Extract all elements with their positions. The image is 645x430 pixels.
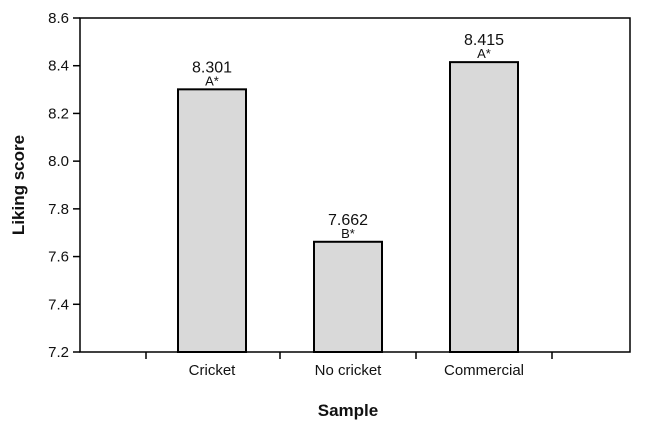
- x-category-label: Cricket: [189, 362, 237, 379]
- significance-group-label: A*: [477, 46, 491, 61]
- y-axis-title: Liking score: [9, 135, 28, 235]
- bar: [313, 240, 383, 353]
- x-axis: Cricket No cricket Commercial: [145, 352, 553, 379]
- bar: [177, 88, 247, 353]
- x-category-label: No cricket: [315, 362, 383, 379]
- y-tick-label: 7.2: [48, 344, 69, 361]
- y-axis: 7.2 7.4 7.6 7.8 8.0 8.2 8.4 8.6: [48, 10, 80, 361]
- y-tick-label: 8.2: [48, 105, 69, 122]
- bar-value-label: 8.415: [464, 32, 504, 49]
- y-tick-label: 8.0: [48, 153, 69, 170]
- y-tick-label: 7.6: [48, 249, 69, 266]
- y-tick-label: 8.6: [48, 10, 69, 27]
- x-category-label: Commercial: [444, 362, 524, 379]
- y-tick-label: 8.4: [48, 58, 69, 75]
- bar-value-label: 7.662: [328, 212, 368, 229]
- significance-group-label: B*: [341, 226, 355, 241]
- y-tick-label: 7.8: [48, 201, 69, 218]
- x-axis-title: Sample: [318, 401, 378, 420]
- bar: [449, 61, 519, 354]
- y-tick-label: 7.4: [48, 296, 69, 313]
- bar-value-label: 8.301: [192, 59, 232, 76]
- significance-group-label: A*: [205, 73, 219, 88]
